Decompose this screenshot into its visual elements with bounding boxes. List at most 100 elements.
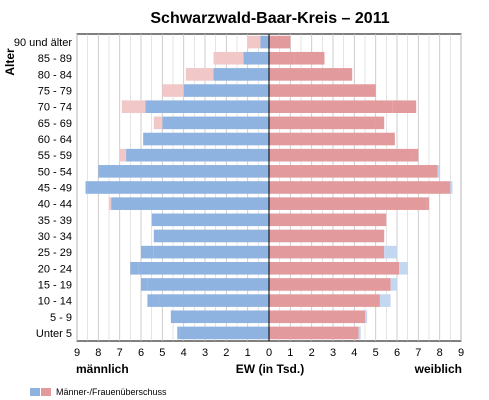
x-tick-label: 8: [437, 347, 443, 359]
male-bar: [173, 310, 269, 324]
male-surplus-bar: [141, 245, 154, 259]
male-surplus-ghost: [379, 294, 391, 307]
male-bar: [151, 213, 269, 227]
male-surplus-bar: [177, 326, 180, 340]
x-tick-label: 3: [330, 347, 336, 359]
age-group-label: 45 - 49: [38, 183, 72, 195]
x-tick-label: 9: [458, 347, 464, 359]
female-surplus-bar: [411, 148, 419, 162]
x-tick-label: 6: [394, 347, 400, 359]
female-bar: [269, 132, 395, 146]
female-bar: [269, 278, 391, 291]
male-bar: [111, 197, 269, 210]
x-axis-label: EW (in Tsd.): [236, 362, 304, 376]
age-group-label: 75 - 79: [38, 86, 72, 98]
male-bar: [100, 165, 269, 178]
female-bar: [269, 245, 385, 259]
female-surplus-ghost: [153, 116, 163, 130]
male-bar: [138, 261, 269, 275]
male-bar: [126, 148, 269, 162]
x-tick-label: 2: [309, 347, 315, 359]
male-bar: [87, 181, 270, 194]
male-surplus-ghost: [437, 165, 440, 178]
x-tick-label: 3: [202, 347, 208, 359]
male-label: männlich: [76, 362, 129, 376]
x-tick-label: 8: [95, 347, 101, 359]
male-surplus-ghost: [399, 261, 408, 275]
x-tick-label: 5: [159, 347, 165, 359]
x-tick-label: 4: [351, 347, 357, 359]
female-bar: [269, 261, 400, 275]
male-surplus-bar: [170, 310, 173, 324]
y-axis-label: Alter: [3, 48, 17, 76]
age-group-label: 55 - 59: [38, 150, 72, 162]
legend: Männer-/Frauenüberschuss: [30, 387, 167, 397]
male-bar: [213, 68, 269, 81]
x-tick-label: 0: [266, 347, 272, 359]
female-surplus-bar: [277, 35, 291, 49]
male-bar: [243, 51, 269, 65]
chart-title: Schwarzwald-Baar-Kreis – 2011: [150, 10, 389, 27]
male-surplus-bar: [98, 165, 101, 178]
male-bar: [143, 132, 269, 146]
male-surplus-bar: [85, 181, 88, 194]
male-surplus-bar: [141, 278, 148, 291]
male-bar: [179, 326, 269, 340]
female-surplus-ghost: [185, 68, 214, 81]
female-bar: [269, 310, 365, 324]
male-bar: [162, 116, 269, 130]
male-surplus-ghost: [365, 310, 368, 324]
legend-label: Männer-/Frauenüberschuss: [56, 387, 167, 397]
female-surplus-ghost: [213, 51, 244, 65]
male-bar: [260, 35, 269, 49]
plot-area: 90 und älter 85 - 89 80 - 84 75 - 79 70 - 74…: [14, 33, 464, 359]
male-bar: [153, 245, 269, 259]
age-group-label: 25 - 29: [38, 247, 72, 259]
male-bar: [183, 84, 269, 97]
age-group-label: 35 - 39: [38, 215, 72, 227]
age-group-label: 50 - 54: [38, 166, 72, 178]
female-surplus-bar: [294, 51, 325, 65]
x-tick-label: 1: [287, 347, 293, 359]
age-group-label: 70 - 74: [38, 102, 72, 114]
x-tick-label: 9: [74, 347, 80, 359]
age-group-label: 65 - 69: [38, 118, 72, 130]
female-surplus-bar: [375, 116, 385, 130]
female-surplus-ghost: [119, 148, 127, 162]
legend-swatch-male: [30, 388, 40, 396]
female-bar: [269, 116, 376, 130]
female-bar: [269, 35, 278, 49]
age-group-label: 5 - 9: [50, 312, 72, 324]
female-bar: [269, 181, 451, 194]
male-bar: [145, 100, 269, 114]
female-bar: [269, 229, 385, 243]
age-group-label: 40 - 44: [38, 199, 72, 211]
x-tick-label: 7: [117, 347, 123, 359]
female-surplus-ghost: [162, 84, 184, 97]
age-group-label: 10 - 14: [38, 296, 72, 308]
female-surplus-ghost: [109, 197, 112, 210]
x-tick-label: 7: [415, 347, 421, 359]
x-tick-label: 1: [245, 347, 251, 359]
x-tick-label: 6: [138, 347, 144, 359]
female-surplus-bar: [392, 100, 417, 114]
x-tick-label: 5: [373, 347, 379, 359]
female-bar: [269, 213, 387, 227]
age-group-label: 60 - 64: [38, 134, 72, 146]
female-label: weiblich: [414, 362, 462, 376]
age-group-label: 90 und älter: [14, 37, 72, 49]
legend-swatch-female: [41, 388, 51, 396]
female-bar: [269, 68, 325, 81]
male-bar: [147, 278, 269, 291]
age-group-label: 85 - 89: [38, 53, 72, 65]
female-surplus-ghost: [247, 35, 261, 49]
female-surplus-bar: [426, 197, 429, 210]
male-bar: [158, 294, 269, 307]
age-group-label: 15 - 19: [38, 279, 72, 291]
female-bar: [269, 165, 438, 178]
age-group-label: Unter 5: [36, 328, 72, 340]
female-bar: [269, 51, 295, 65]
female-bar: [269, 84, 355, 97]
female-bar: [269, 294, 380, 307]
